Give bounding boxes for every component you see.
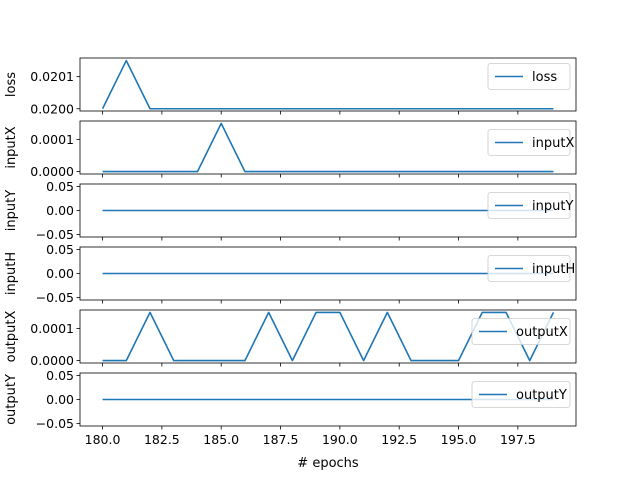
y-tick-label: 0.0001 <box>30 321 74 336</box>
subplot-inputH: −0.05 0.00 0.05 inputH inputH <box>4 242 577 305</box>
legend: loss <box>487 63 571 90</box>
x-tick-label: 185.0 <box>203 432 239 447</box>
y-tick-label: 0.00 <box>46 392 74 407</box>
y-tick-label: 0.00 <box>46 266 74 281</box>
subplots: 0.0200 0.0201 loss loss 0.0000 0.0001 inputX in… <box>4 57 577 431</box>
y-tick-label: 0.00 <box>46 203 74 218</box>
legend-label: inputY <box>532 199 573 214</box>
legend-box <box>487 63 571 90</box>
x-tick-label: 197.5 <box>500 432 536 447</box>
subplot-inputY: −0.05 0.00 0.05 inputY inputY <box>4 179 577 242</box>
y-axis-label: inputX <box>4 126 19 168</box>
y-tick-label: 0.0001 <box>30 132 74 147</box>
y-tick-label: 0.05 <box>46 179 74 194</box>
x-axis: 180.0 182.5 185.0 187.5 190.0 192.5 195.0 197.5 <box>85 432 536 447</box>
legend: inputH <box>487 255 575 282</box>
y-tick-label: 0.0200 <box>30 101 74 116</box>
legend: outputY <box>471 381 571 408</box>
legend-box <box>487 192 571 219</box>
y-axis-label: outputY <box>4 374 19 425</box>
subplot-outputY: −0.05 0.00 0.05 outputY outputY <box>4 368 577 431</box>
y-axis-label: loss <box>4 72 19 97</box>
legend: outputX <box>471 318 571 345</box>
x-tick-label: 190.0 <box>322 432 358 447</box>
y-tick-label: −0.05 <box>36 416 74 431</box>
y-tick-label: 0.05 <box>46 368 74 383</box>
legend-label: inputH <box>532 262 575 277</box>
legend-label: loss <box>532 70 557 85</box>
x-tick-label: 195.0 <box>441 432 477 447</box>
y-tick-label: −0.05 <box>36 290 74 305</box>
subplot-loss: 0.0200 0.0201 loss loss <box>4 57 577 116</box>
legend-box <box>487 129 571 156</box>
series-line-loss <box>101 59 554 110</box>
y-tick-label: 0.0000 <box>30 164 74 179</box>
y-axis-label: outputX <box>4 311 19 363</box>
legend: inputY <box>487 192 573 219</box>
y-tick-label: 0.05 <box>46 242 74 257</box>
legend-label: outputY <box>516 388 567 403</box>
x-tick-label: 187.5 <box>263 432 299 447</box>
y-tick-label: 0.0000 <box>30 353 74 368</box>
legend: inputX <box>487 129 574 156</box>
x-axis-label: # epochs <box>297 456 359 471</box>
y-axis-label: inputY <box>4 190 19 231</box>
y-axis-label: inputH <box>4 252 19 295</box>
y-tick-label: 0.0201 <box>30 69 74 84</box>
legend-label: outputX <box>516 325 568 340</box>
legend-box <box>471 381 571 408</box>
legend-label: inputX <box>532 136 574 151</box>
x-tick-label: 180.0 <box>85 432 121 447</box>
legend-box <box>487 255 571 282</box>
legend-box <box>471 318 571 345</box>
series-line-inputX <box>102 122 554 173</box>
subplot-outputX: 0.0000 0.0001 outputX outputX <box>4 309 577 368</box>
y-tick-label: −0.05 <box>36 227 74 242</box>
x-tick-label: 182.5 <box>144 432 180 447</box>
x-tick-label: 192.5 <box>381 432 417 447</box>
subplot-inputX: 0.0000 0.0001 inputX inputX <box>4 120 577 179</box>
